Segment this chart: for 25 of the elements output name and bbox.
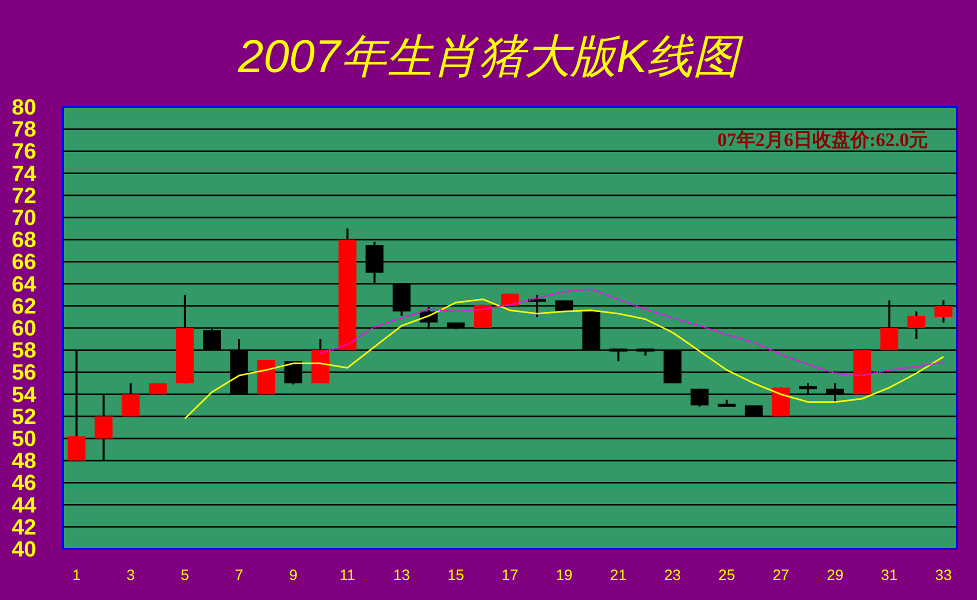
y-tick-label: 80: [12, 94, 36, 120]
line-series: [184, 298, 944, 420]
x-tick-label: 21: [610, 567, 627, 584]
y-tick-label: 40: [12, 536, 36, 562]
annotation: 07年2月6日收盘价:62.0元: [717, 130, 928, 151]
x-tick-label: 5: [180, 567, 190, 584]
x-tick-label: 19: [556, 567, 573, 584]
x-tick-label: 17: [502, 567, 518, 584]
x-tick-label: 25: [718, 567, 736, 584]
x-tick-label: 11: [340, 567, 356, 584]
x-tick-label: 33: [935, 567, 952, 584]
x-tick-label: 9: [289, 567, 298, 584]
chart-title: 2007年生肖猪大版K线图: [236, 30, 744, 82]
y-tick-label: 50: [12, 426, 36, 451]
x-tick-label: 27: [772, 567, 790, 584]
x-tick-label: 29: [826, 567, 844, 584]
x-tick-label: 7: [234, 567, 244, 584]
x-tick-label: 31: [880, 567, 898, 584]
x-tick-label: 15: [447, 567, 464, 584]
x-tick-label: 13: [393, 567, 410, 584]
x-tick-label: 3: [126, 567, 135, 584]
y-tick-label: 70: [12, 205, 36, 230]
x-tick-label: 23: [664, 567, 681, 584]
y-tick-label: 60: [12, 316, 36, 340]
x-tick-label: 1: [72, 567, 81, 584]
